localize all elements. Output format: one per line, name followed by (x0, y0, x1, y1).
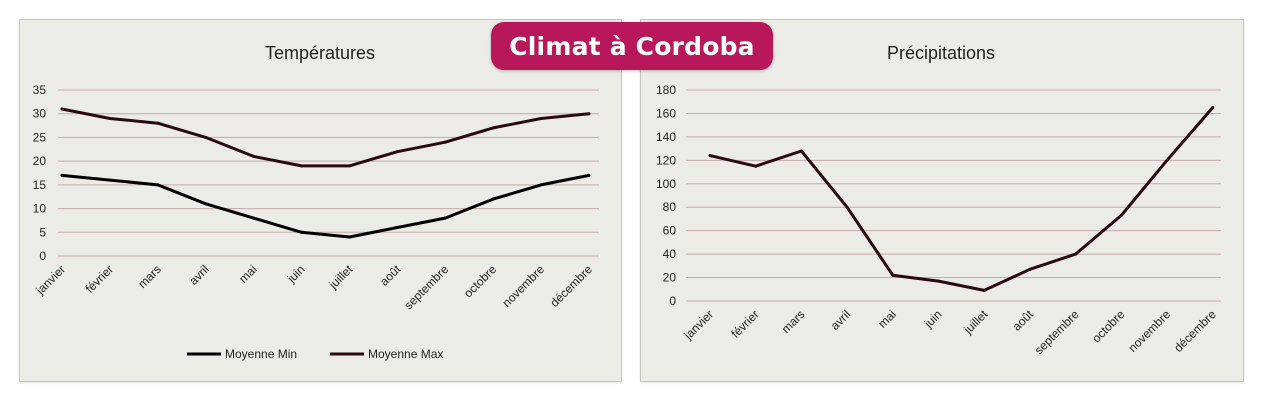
y-tick-label: 20 (663, 271, 677, 285)
data-point (347, 235, 351, 239)
data-point (1211, 106, 1215, 110)
y-tick-label: 0 (669, 294, 676, 308)
x-tick-label: février (83, 262, 116, 295)
x-tick-label: juillet (960, 307, 990, 337)
data-point (395, 150, 399, 154)
y-tick-label: 0 (39, 249, 46, 263)
series-line-0 (60, 173, 591, 239)
legend-label: Moyenne Max (368, 347, 443, 361)
data-point (108, 116, 112, 120)
x-tick-label: avril (186, 262, 211, 287)
y-tick-label: 25 (33, 130, 47, 144)
x-tick-label: mars (135, 262, 164, 291)
data-point (252, 216, 256, 220)
data-point (754, 164, 758, 168)
y-tick-label: 35 (33, 83, 47, 97)
data-point (539, 183, 543, 187)
data-point (799, 149, 803, 153)
page-title-badge: Climat à Cordoba (491, 22, 773, 70)
x-tick-label: décembre (1171, 307, 1219, 355)
data-point (491, 126, 495, 130)
data-point (491, 197, 495, 201)
x-tick-label: mai (236, 262, 260, 286)
y-tick-label: 40 (663, 247, 677, 261)
data-point (347, 164, 351, 168)
data-point (204, 135, 208, 139)
x-tick-label: janvier (681, 307, 717, 343)
x-tick-label: septembre (1032, 307, 1082, 357)
x-tick-label: décembre (547, 262, 595, 310)
data-point (891, 273, 895, 277)
y-tick-label: 10 (33, 202, 47, 216)
x-tick-label: mars (779, 307, 808, 336)
data-point (395, 226, 399, 230)
data-point (587, 173, 591, 177)
x-tick-label: juillet (326, 262, 356, 292)
x-tick-label: janvier (33, 262, 69, 298)
chart-title: Précipitations (887, 43, 995, 63)
y-tick-label: 140 (656, 130, 676, 144)
data-point (156, 183, 160, 187)
data-point (539, 116, 543, 120)
x-tick-label: septembre (401, 262, 451, 312)
data-point (1165, 158, 1169, 162)
data-point (443, 140, 447, 144)
data-point (204, 202, 208, 206)
data-point (156, 121, 160, 125)
x-tick-label: octobre (461, 262, 499, 300)
y-tick-label: 60 (663, 224, 677, 238)
chart-title: Températures (265, 43, 375, 63)
data-point (587, 112, 591, 116)
legend-label: Moyenne Min (225, 347, 297, 361)
y-tick-label: 5 (39, 225, 46, 239)
data-point (300, 164, 303, 168)
data-point (443, 216, 447, 220)
data-point (108, 178, 112, 182)
y-tick-label: 180 (656, 83, 676, 97)
data-point (300, 230, 303, 234)
y-tick-label: 80 (663, 200, 677, 214)
data-point (1028, 267, 1032, 271)
data-point (982, 288, 986, 292)
y-tick-label: 120 (656, 153, 676, 167)
series-line-0 (708, 106, 1215, 292)
x-tick-label: février (728, 307, 761, 340)
x-tick-label: novembre (499, 262, 547, 310)
temperature-chart: Températures 0 5 10 15 20 25 30 35 janvier février… (33, 43, 599, 361)
x-tick-label: août (377, 262, 404, 289)
data-point (60, 107, 64, 111)
y-tick-label: 160 (656, 106, 676, 120)
x-tick-label: juin (921, 307, 945, 331)
data-point (845, 205, 849, 209)
y-tick-label: 20 (33, 154, 47, 168)
y-tick-label: 15 (33, 178, 47, 192)
x-tick-label: juin (284, 262, 308, 286)
precipitation-chart: Précipitations 0 20 40 60 80 100 120 140 160 180 ja… (656, 43, 1221, 357)
data-point (1119, 213, 1123, 217)
x-tick-label: mai (875, 307, 899, 331)
precipitation-chart-panel: Précipitations 0 20 40 60 80 100 120 140 160 180 ja… (640, 19, 1244, 382)
y-tick-label: 100 (656, 177, 676, 191)
x-tick-label: août (1010, 307, 1037, 334)
x-tick-label: novembre (1125, 307, 1173, 355)
x-tick-label: octobre (1089, 307, 1127, 345)
temperature-chart-panel: Températures 0 5 10 15 20 25 30 35 janvier février… (19, 19, 622, 382)
data-point (708, 154, 712, 158)
data-point (60, 173, 64, 177)
data-point (252, 154, 256, 158)
y-tick-label: 30 (33, 107, 47, 121)
data-point (1074, 252, 1078, 256)
x-tick-label: avril (828, 307, 853, 332)
series-line-1 (60, 107, 591, 168)
data-point (937, 279, 940, 283)
